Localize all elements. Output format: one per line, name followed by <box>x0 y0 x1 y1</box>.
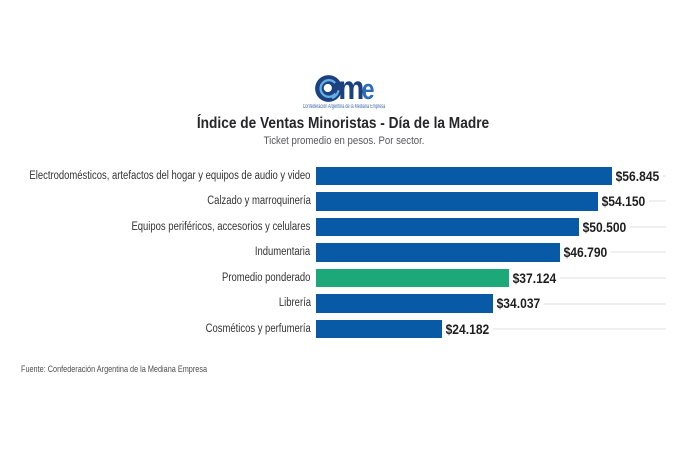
svg-text:m: m <box>338 72 364 104</box>
svg-text:e: e <box>362 72 375 104</box>
